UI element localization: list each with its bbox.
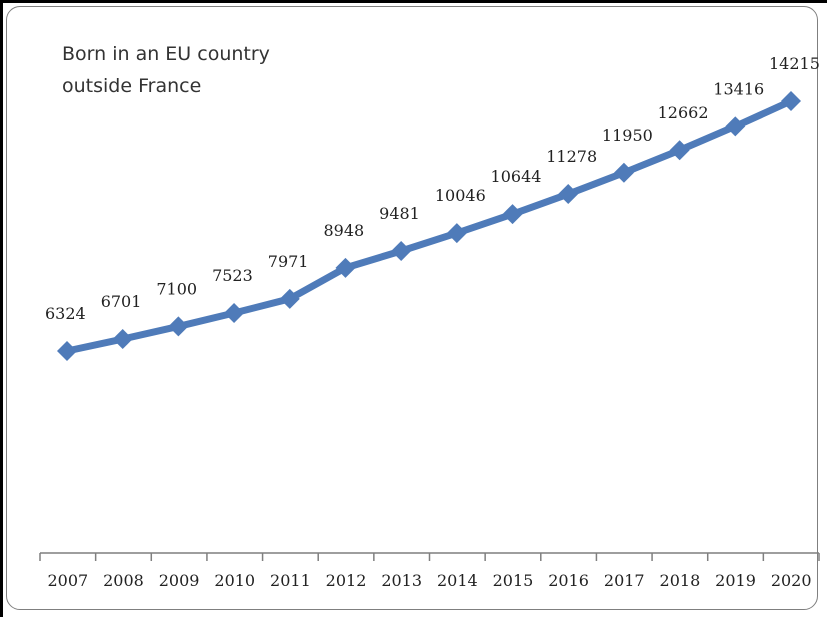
series-line-layer [63, 97, 795, 355]
data-point-marker [446, 223, 467, 244]
data-label: 11950 [602, 126, 653, 145]
data-point-marker [558, 184, 579, 205]
outer-border-top [0, 0, 827, 3]
data-point-marker [613, 162, 634, 183]
data-point-marker [335, 257, 356, 278]
outer-border-left [0, 0, 3, 617]
x-axis [39, 552, 820, 561]
data-label: 14215 [769, 54, 820, 73]
x-tick-label: 2019 [715, 571, 756, 590]
x-tick-label: 2011 [270, 571, 311, 590]
x-tick-label: 2018 [660, 571, 701, 590]
data-label: 11278 [546, 147, 597, 166]
data-label: 6701 [101, 292, 142, 311]
data-point-marker [112, 329, 133, 350]
x-tick-label-layer: 2007 2008 2009 2010 2011 2012 2013 2014 2015 2016… [47, 571, 811, 590]
x-tick-label: 2020 [771, 571, 812, 590]
x-tick-label: 2016 [548, 571, 589, 590]
x-tick-label: 2007 [47, 571, 88, 590]
data-point-marker [391, 240, 412, 261]
data-label: 9481 [379, 204, 420, 223]
data-label: 7100 [156, 279, 197, 298]
x-tick-label: 2012 [326, 571, 367, 590]
x-tick-label: 2008 [103, 571, 144, 590]
series-line [63, 97, 795, 355]
data-point-marker [224, 303, 245, 324]
x-tick-label: 2015 [493, 571, 534, 590]
data-point-marker [781, 91, 801, 111]
chart-title-line-1: Born in an EU country [62, 43, 270, 65]
x-tick-label: 2013 [381, 571, 422, 590]
data-label: 6324 [45, 304, 86, 323]
data-label: 8948 [323, 221, 364, 240]
x-tick-label: 2009 [159, 571, 200, 590]
x-tick-label: 2014 [437, 571, 478, 590]
data-point-marker [57, 341, 77, 361]
data-point-marker [725, 116, 746, 137]
series-marker-layer [57, 91, 801, 361]
data-label: 7971 [268, 252, 309, 271]
data-label: 13416 [713, 79, 764, 98]
data-label: 7523 [212, 266, 253, 285]
data-label: 10046 [435, 186, 486, 205]
x-tick-label: 2010 [214, 571, 255, 590]
data-point-marker [279, 288, 300, 309]
data-point-marker [168, 316, 189, 337]
data-point-marker [502, 204, 523, 225]
x-tick-label: 2017 [604, 571, 645, 590]
chart-title-line-2: outside France [62, 75, 201, 97]
data-label: 10644 [491, 167, 542, 186]
data-label: 12662 [658, 103, 709, 122]
chart-frame [6, 6, 818, 610]
data-label-layer: 6324670171007523797189489481100461064411… [45, 54, 820, 323]
data-point-marker [669, 140, 690, 161]
